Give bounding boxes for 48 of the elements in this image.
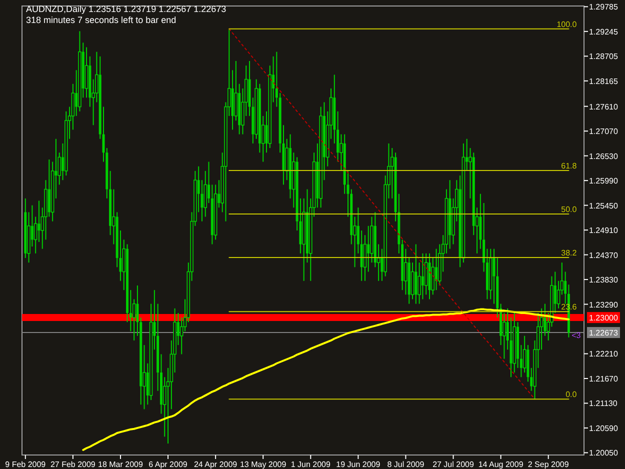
series-label: 0.0 <box>566 390 578 400</box>
y-tick-label: 1.24910 <box>589 226 618 236</box>
y-tick-label: 1.27610 <box>589 102 618 112</box>
y-tick-label: 1.29245 <box>589 27 618 36</box>
y-tick-label: 1.23830 <box>589 276 618 285</box>
x-tick-label: 19 Jun 2009 <box>336 460 381 469</box>
y-tick-label: 1.20050 <box>589 448 618 458</box>
x-tick-label: 6 Apr 2009 <box>148 460 188 469</box>
ref-line-label: 1.23000 <box>589 314 618 323</box>
x-tick-label: 2 Sep 2009 <box>528 460 570 469</box>
y-tick-label: 1.21130 <box>589 399 618 408</box>
series-label: 38.2 <box>561 248 578 258</box>
candlestick <box>38 200 40 242</box>
x-tick-label: 9 Feb 2009 <box>5 460 46 469</box>
y-tick-label: 1.28705 <box>589 52 618 62</box>
y-tick-label: 1.23290 <box>589 300 618 310</box>
candlestick <box>414 244 418 304</box>
series-label: 61.8 <box>561 161 578 170</box>
candlestick <box>421 252 424 300</box>
x-tick-label: 27 Feb 2009 <box>50 460 96 469</box>
x-tick-label: 14 Aug 2009 <box>478 460 524 469</box>
y-tick-label: 1.26530 <box>589 152 618 161</box>
annotation: <3 <box>572 330 582 340</box>
series-label: 50.0 <box>561 205 578 214</box>
series-label: 100.0 <box>556 20 578 29</box>
ref-line-label: 1.22673 <box>589 328 618 338</box>
x-tick-label: 1 Jun 2009 <box>290 460 331 469</box>
y-tick-label: 1.28165 <box>589 76 618 86</box>
y-tick-label: 1.22210 <box>589 350 618 359</box>
y-tick-label: 1.25450 <box>589 201 618 210</box>
text: 318 minutes 7 seconds left to bar end <box>26 15 176 25</box>
x-tick-label: 27 Jul 2009 <box>432 460 474 469</box>
line-series <box>228 28 536 400</box>
candlestick <box>48 158 50 218</box>
x-tick-label: 8 Jul 2009 <box>387 460 425 469</box>
x-tick-label: 13 May 2009 <box>240 460 287 469</box>
candlestick <box>435 248 438 291</box>
x-tick-label: 18 Mar 2009 <box>98 460 144 469</box>
y-tick-label: 1.24370 <box>589 250 618 260</box>
candlestick <box>367 225 370 272</box>
y-tick-label: 1.21670 <box>589 374 618 384</box>
y-tick-label: 1.29785 <box>589 2 618 12</box>
y-tick-label: 1.25990 <box>589 176 618 186</box>
chart-title: AUDNZD,Daily 1.23516 1.23719 1.22567 1.22673 <box>26 4 226 14</box>
candlestick <box>360 230 363 282</box>
y-tick-label: 1.27070 <box>589 127 618 136</box>
x-tick-label: 24 Apr 2009 <box>194 460 238 469</box>
y-tick-label: 1.20590 <box>589 424 618 433</box>
